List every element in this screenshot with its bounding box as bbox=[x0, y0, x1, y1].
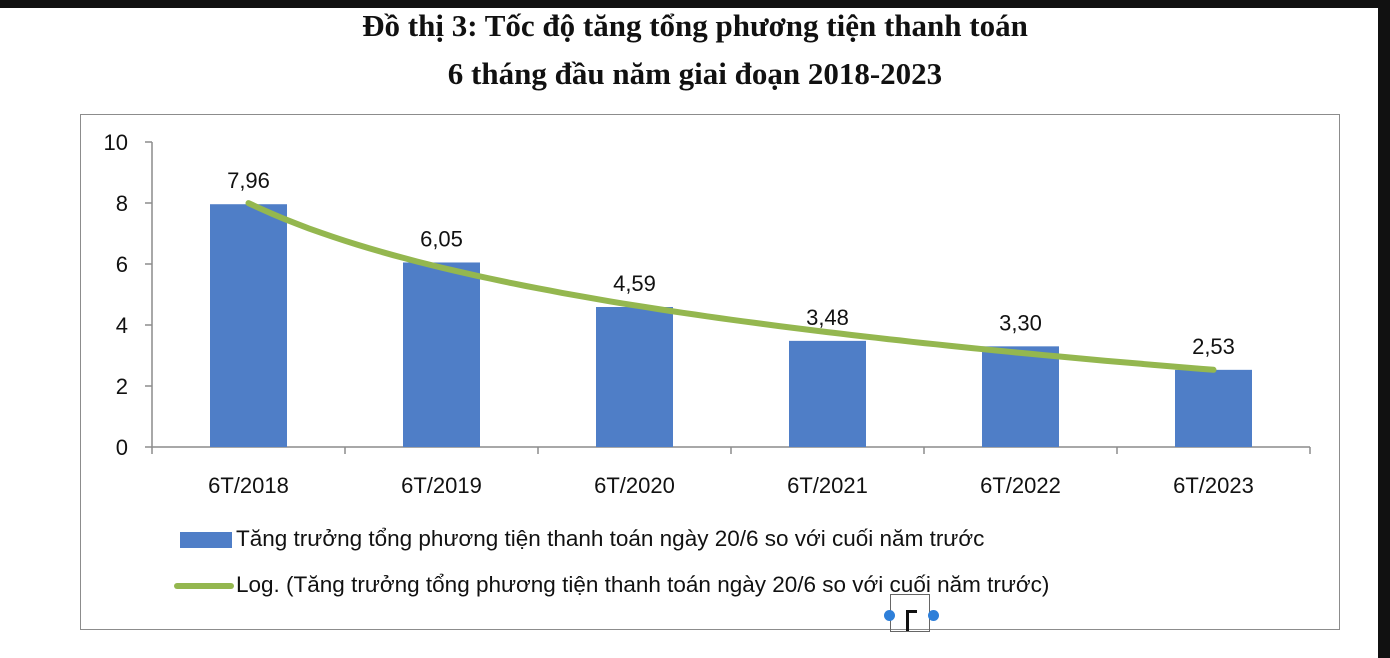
resize-handle-left[interactable] bbox=[884, 610, 895, 621]
legend-label-bars: Tăng trưởng tổng phương tiện thanh toán … bbox=[236, 526, 985, 551]
y-tick-label: 0 bbox=[116, 435, 128, 460]
x-tick-label: 6T/2021 bbox=[787, 473, 868, 498]
data-label: 3,48 bbox=[806, 305, 849, 330]
trendline-log bbox=[245, 200, 1217, 373]
x-tick-label: 6T/2019 bbox=[401, 473, 482, 498]
data-label: 7,96 bbox=[227, 168, 270, 193]
chart-title-line-2: 6 tháng đầu năm giai đoạn 2018-2023 bbox=[447, 56, 943, 91]
y-tick-label: 4 bbox=[116, 313, 128, 338]
top-edge-strip bbox=[0, 0, 1390, 8]
data-label: 3,30 bbox=[999, 310, 1042, 335]
data-label: 6,05 bbox=[420, 226, 463, 251]
y-tick-label: 10 bbox=[104, 130, 128, 155]
data-label: 4,59 bbox=[613, 271, 656, 296]
bar-6T-2023 bbox=[1175, 369, 1252, 447]
y-tick-label: 2 bbox=[116, 374, 128, 399]
selection-handle[interactable] bbox=[884, 594, 939, 636]
chart-title-line-1: Đồ thị 3: Tốc độ tăng tổng phương tiện t… bbox=[362, 8, 1028, 43]
resize-handle-right[interactable] bbox=[928, 610, 939, 621]
bar-6T-2019 bbox=[403, 262, 480, 447]
bar-6T-2022 bbox=[982, 346, 1059, 447]
x-tick-label: 6T/2023 bbox=[1173, 473, 1254, 498]
y-tick-label: 8 bbox=[116, 191, 128, 216]
legend-line-swatch bbox=[174, 583, 234, 589]
x-tick-label: 6T/2022 bbox=[980, 473, 1061, 498]
data-label: 2,53 bbox=[1192, 334, 1235, 359]
chart-area bbox=[80, 114, 1340, 630]
chart-title: Đồ thị 3: Tốc độ tăng tổng phương tiện t… bbox=[0, 2, 1390, 98]
anchor-icon bbox=[906, 610, 917, 631]
right-edge-strip bbox=[1378, 0, 1390, 658]
bar-6T-2018 bbox=[210, 204, 287, 447]
legend-label-trendline: Log. (Tăng trưởng tổng phương tiện thanh… bbox=[236, 572, 1050, 597]
x-tick-label: 6T/2020 bbox=[594, 473, 675, 498]
bar-6T-2020 bbox=[596, 307, 673, 447]
x-tick-label: 6T/2018 bbox=[208, 473, 289, 498]
legend-bar-swatch bbox=[180, 532, 232, 548]
bar-6T-2021 bbox=[789, 340, 866, 447]
y-tick-label: 6 bbox=[116, 252, 128, 277]
